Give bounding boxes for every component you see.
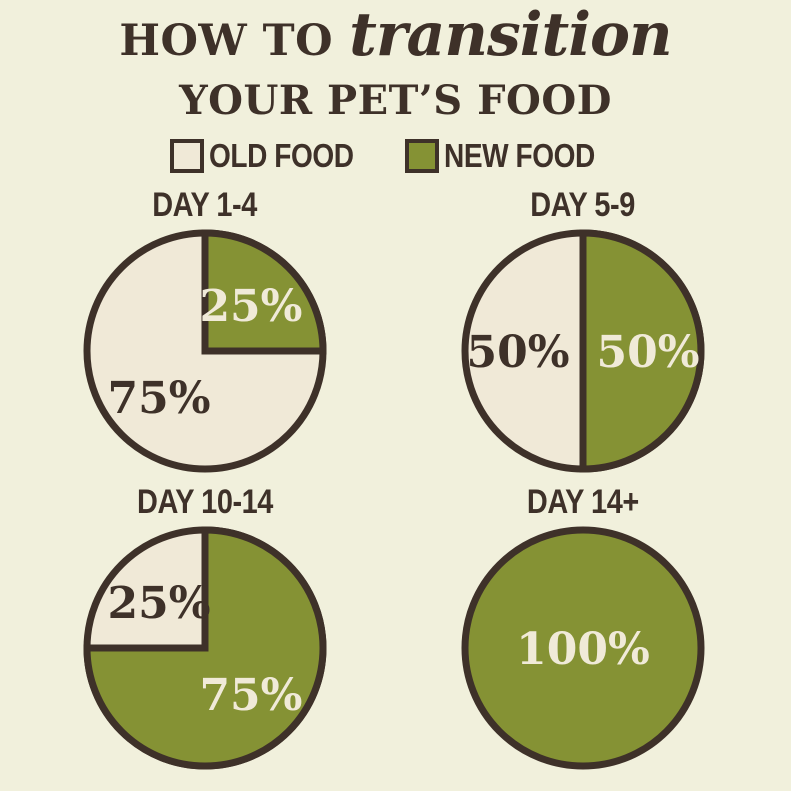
pie-slice-new-food: [83, 526, 327, 770]
new-food-swatch-icon: [404, 139, 439, 173]
title-script: transition: [349, 0, 673, 70]
pie-chart-day-1-4: DAY 1-4 25% 75%: [75, 186, 335, 481]
pie-title-day-5-9: DAY 5-9: [530, 186, 636, 224]
pie-day-10-14: 75% 25%: [83, 526, 327, 770]
pie-chart-day-10-14: DAY 10-14 75% 25%: [75, 483, 335, 778]
pie-slice-label: 75%: [199, 670, 302, 721]
pie-slice-label: 75%: [108, 373, 211, 424]
pie-day-5-9: 50% 50%: [461, 229, 705, 473]
pie-base-circle: [461, 526, 705, 770]
pie-day-14-plus: 100%: [461, 526, 705, 770]
page-subtitle: YOUR PET’S FOOD: [179, 77, 612, 124]
pie-title-day-10-14: DAY 10-14: [137, 483, 273, 521]
title-prefix: HOW TO: [119, 16, 334, 66]
pie-slice-label: 25%: [108, 578, 211, 629]
pie-slice-label: 50%: [596, 327, 699, 378]
pie-chart-day-5-9: DAY 5-9 50% 50%: [453, 186, 713, 481]
pie-title-day-14-plus: DAY 14+: [527, 483, 639, 521]
pie-slice-new-food: [579, 229, 705, 473]
pie-day-1-4: 25% 75%: [83, 229, 327, 473]
pie-slice-label: 25%: [199, 281, 302, 332]
page-title: HOW TO transition: [0, 0, 791, 78]
pie-title-day-1-4: DAY 1-4: [152, 186, 258, 224]
pie-slice-label: 50%: [466, 327, 569, 378]
pie-slice-label: 100%: [516, 624, 650, 675]
old-food-legend-label: OLD FOOD: [208, 137, 354, 174]
old-food-swatch-icon: [169, 139, 204, 173]
pie-slice-new-food: [201, 229, 327, 355]
header: HOW TO transition YOUR PET’S FOOD OLD FO…: [0, 0, 791, 175]
new-food-legend-label: NEW FOOD: [443, 137, 595, 174]
legend-item-old-food: OLD FOOD: [169, 137, 379, 175]
legend-item-new-food: NEW FOOD: [404, 137, 621, 175]
pie-chart-day-14-plus: DAY 14+ 100%: [453, 483, 713, 778]
legend: OLD FOOD NEW FOOD: [0, 137, 791, 175]
